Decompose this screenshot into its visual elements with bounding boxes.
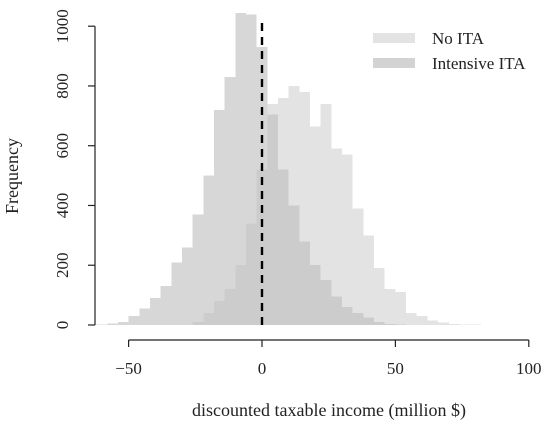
- bar-intensive-ita-21: [320, 280, 332, 325]
- bar-intensive-ita-18: [288, 205, 300, 325]
- bar-intensive-ita-4: [139, 308, 150, 325]
- bar-intensive-ita-9: [192, 214, 204, 325]
- bar-intensive-ita-19: [299, 241, 311, 325]
- bar-intensive-ita-27: [384, 323, 396, 325]
- bar-intensive-ita-26: [374, 322, 385, 325]
- y-tick-label-4: 800: [53, 73, 72, 99]
- y-tick-label-1: 200: [53, 252, 72, 278]
- bar-no-ita-17: [374, 268, 385, 325]
- bar-intensive-ita-7: [171, 262, 182, 325]
- x-tick-label-1: 0: [258, 359, 267, 378]
- bar-intensive-ita-16: [267, 114, 279, 325]
- bar-intensive-ita-10: [203, 175, 214, 325]
- bar-no-ita-11: [310, 126, 321, 325]
- bar-intensive-ita-24: [352, 313, 364, 325]
- bar-intensive-ita-3: [128, 316, 140, 325]
- y-tick-label-5: 1000: [53, 9, 72, 43]
- bar-no-ita-13: [331, 148, 343, 325]
- legend: No ITA Intensive ITA: [373, 29, 526, 73]
- bar-intensive-ita-23: [342, 307, 353, 325]
- bar-intensive-ita-25: [363, 317, 375, 325]
- bar-intensive-ita-0: [96, 324, 108, 325]
- bar-intensive-ita-17: [278, 169, 289, 325]
- bar-no-ita-21: [416, 316, 428, 325]
- bar-intensive-ita-12: [224, 77, 236, 325]
- y-axis-title: Frequency: [2, 138, 22, 214]
- bar-intensive-ita-11: [213, 109, 225, 325]
- bar-intensive-ita-1: [107, 323, 118, 325]
- bar-no-ita-10: [299, 91, 311, 325]
- bar-no-ita-14: [342, 154, 353, 325]
- bar-intensive-ita-8: [181, 247, 193, 325]
- bar-no-ita-20: [406, 313, 417, 325]
- plot-area: [96, 12, 481, 326]
- bar-intensive-ita-15: [256, 47, 268, 326]
- x-axis-title: discounted taxable income (million $): [192, 400, 466, 421]
- x-tick-label-0: −50: [115, 359, 142, 378]
- y-axis: 0 200 400 600 800 1000: [53, 9, 96, 330]
- x-tick-label-3: 100: [516, 359, 542, 378]
- bar-no-ita-24: [448, 323, 460, 325]
- bar-intensive-ita-13: [235, 12, 246, 325]
- legend-item-no-ita: No ITA: [373, 29, 485, 48]
- bar-no-ita-19: [395, 292, 407, 325]
- y-tick-label-0: 0: [53, 321, 72, 330]
- y-tick-label-2: 400: [53, 193, 72, 219]
- bar-intensive-ita-2: [117, 322, 129, 325]
- bar-no-ita-16: [363, 235, 375, 325]
- bar-no-ita-23: [438, 322, 449, 325]
- series-intensive-ita: [96, 12, 407, 326]
- bar-intensive-ita-22: [331, 296, 343, 325]
- y-tick-label-3: 600: [53, 133, 72, 159]
- bar-intensive-ita-14: [245, 14, 257, 325]
- bar-intensive-ita-6: [160, 286, 172, 325]
- bar-no-ita-12: [320, 103, 332, 325]
- legend-label-intensive-ita: Intensive ITA: [432, 54, 526, 73]
- x-tick-label-2: 50: [387, 359, 404, 378]
- axes: −50 0 50 100 0 200 400 600 800 1000 discounted t…: [2, 9, 542, 421]
- x-axis: −50 0 50 100: [115, 339, 542, 378]
- bar-no-ita-22: [427, 320, 439, 325]
- bar-no-ita-25: [459, 324, 471, 325]
- legend-label-no-ita: No ITA: [432, 29, 485, 48]
- legend-item-intensive-ita: Intensive ITA: [373, 54, 526, 73]
- bar-no-ita-15: [352, 208, 364, 325]
- bar-intensive-ita-28: [395, 324, 407, 325]
- bar-intensive-ita-5: [149, 298, 161, 325]
- bar-no-ita-18: [384, 289, 396, 325]
- bar-intensive-ita-20: [310, 265, 321, 325]
